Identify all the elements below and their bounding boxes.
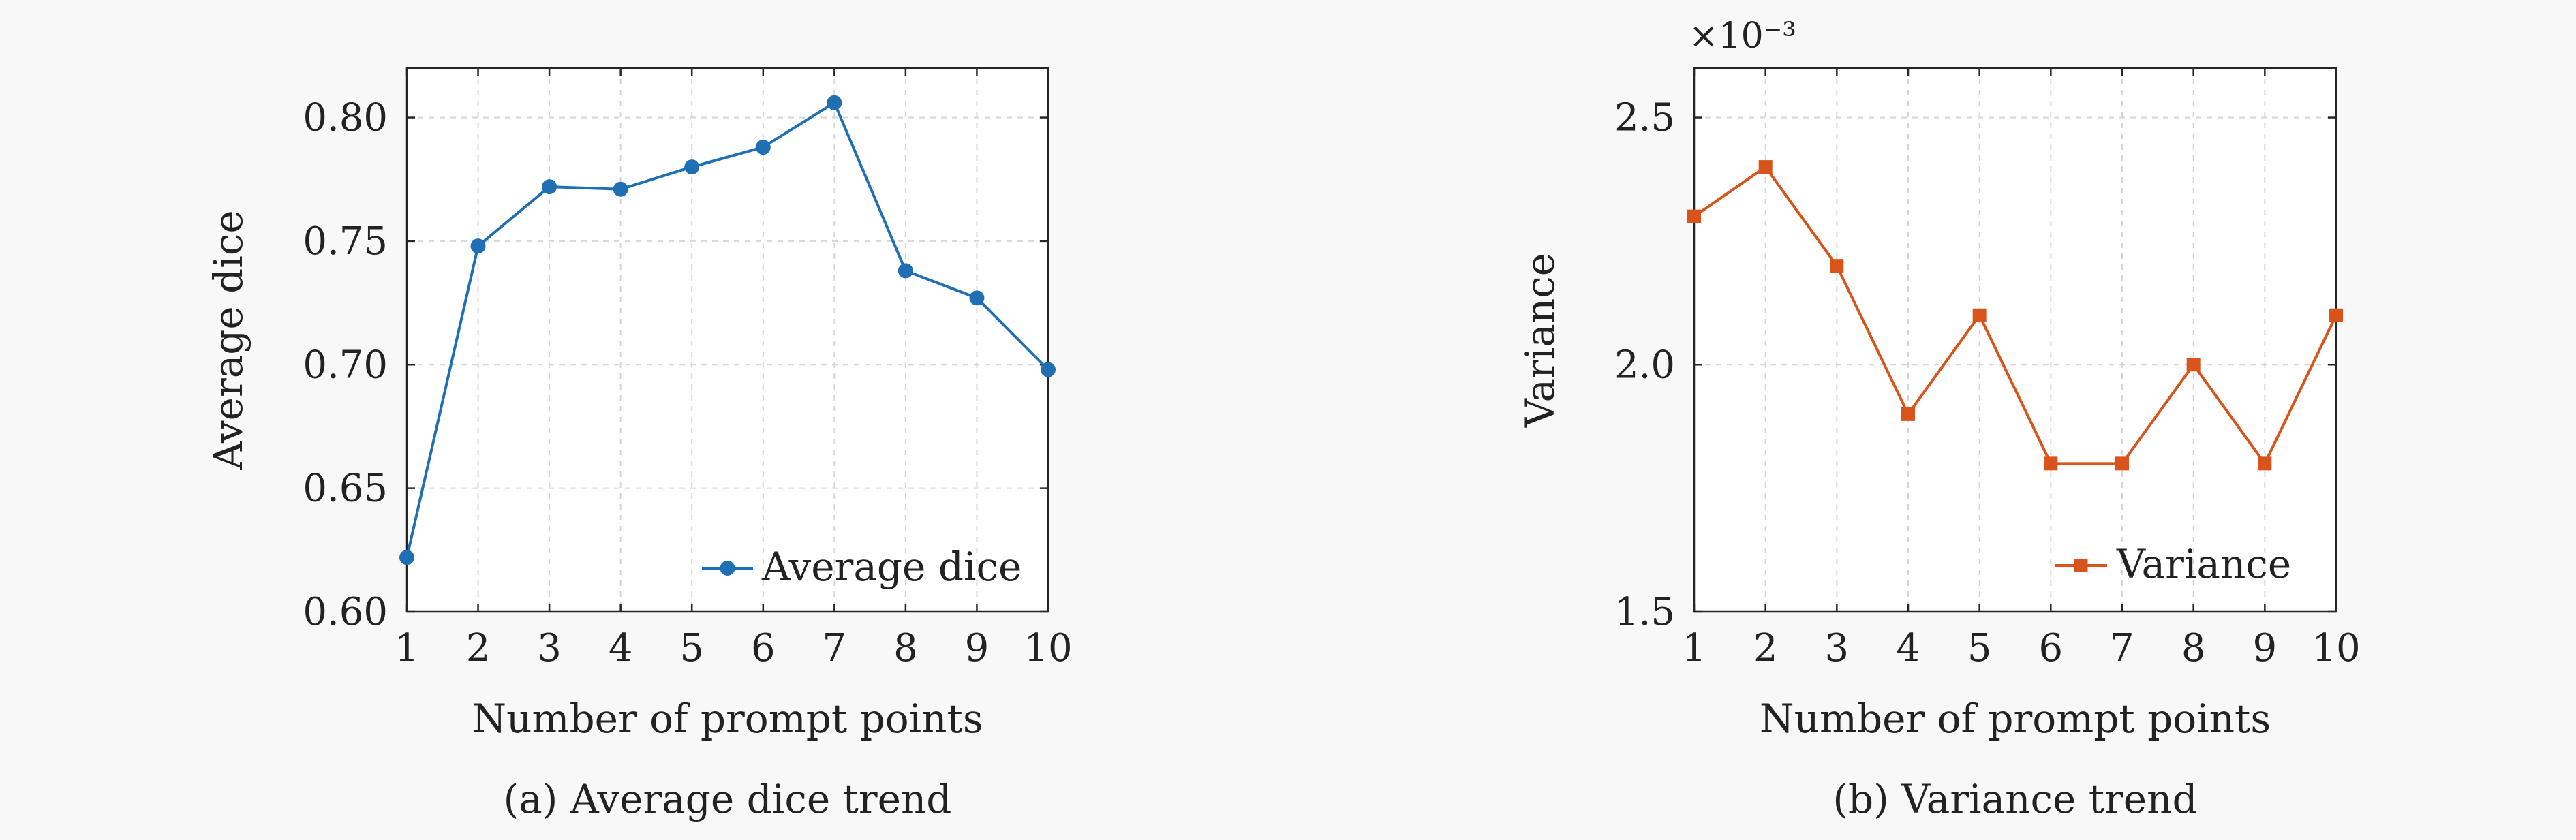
chart-b-x-tick-label: 1 bbox=[1682, 626, 1706, 670]
chart-b-x-tick-label: 10 bbox=[2312, 626, 2360, 670]
chart-b-x-tick-label: 8 bbox=[2181, 626, 2206, 670]
chart-b-data-point bbox=[2115, 456, 2129, 471]
chart-a-data-point bbox=[399, 550, 414, 565]
chart-a-data-point bbox=[613, 181, 628, 197]
chart-a-data-point bbox=[470, 238, 486, 254]
chart-a-x-tick-label: 4 bbox=[609, 626, 633, 670]
chart-b-data-point bbox=[2044, 456, 2058, 471]
chart-a-x-tick-label: 3 bbox=[537, 626, 562, 670]
chart-a-data-point bbox=[898, 263, 913, 279]
chart-b-legend-label: Variance bbox=[2116, 541, 2291, 587]
chart-b-y-tick-label: 2.0 bbox=[1614, 343, 1675, 387]
chart-a-y-tick-label: 0.80 bbox=[303, 96, 388, 140]
chart-a-data-point bbox=[1041, 362, 1056, 377]
chart-a-axes-frame bbox=[405, 67, 1049, 613]
chart-b-x-axis-label: Number of prompt points bbox=[1760, 696, 2271, 742]
chart-b-data-point bbox=[2329, 308, 2343, 322]
chart-b-data-point bbox=[1758, 160, 1773, 174]
chart-b-y-tick-label: 1.5 bbox=[1614, 590, 1675, 634]
chart-b-axes-frame bbox=[1693, 67, 2337, 613]
chart-b-x-tick-label: 7 bbox=[2110, 626, 2134, 670]
chart-a-x-axis-label: Number of prompt points bbox=[472, 696, 983, 742]
chart-a-x-tick-label: 8 bbox=[893, 626, 918, 670]
chart-b-data-point bbox=[2258, 456, 2272, 471]
chart-b-y-tick-label: 2.5 bbox=[1614, 96, 1675, 140]
chart-a-x-tick-label: 10 bbox=[1024, 626, 1072, 670]
chart-b-data-point bbox=[2186, 358, 2201, 372]
chart-b-x-tick-label: 3 bbox=[1825, 626, 1850, 670]
chart-b-x-tick-label: 6 bbox=[2039, 626, 2064, 670]
chart-a-x-tick-label: 9 bbox=[965, 626, 990, 670]
chart-a-data-point bbox=[542, 179, 557, 195]
chart-a-x-tick-label: 2 bbox=[466, 626, 491, 670]
chart-b-data-point bbox=[1830, 259, 1844, 273]
chart-b-x-tick-label: 2 bbox=[1753, 626, 1778, 670]
chart-a-y-axis-label: Average dice bbox=[205, 210, 251, 470]
chart-a-y-tick-label: 0.70 bbox=[303, 343, 388, 387]
chart-a-x-tick-label: 6 bbox=[751, 626, 776, 670]
chart-b-x-tick-label: 5 bbox=[1967, 626, 1992, 670]
chart-b-y-axis-label: Variance bbox=[1517, 253, 1563, 428]
chart-a-series-line bbox=[405, 101, 1049, 558]
chart-a-x-tick-label: 1 bbox=[395, 626, 419, 670]
chart-a-y-tick-label: 0.60 bbox=[303, 590, 388, 634]
chart-b-data-point bbox=[1687, 209, 1701, 223]
chart-b-data-point bbox=[1901, 407, 1915, 421]
chart-a-legend-label: Average dice bbox=[761, 544, 1022, 590]
chart-b-legend-marker bbox=[2074, 559, 2088, 572]
chart-a-plot-area bbox=[407, 68, 1048, 612]
chart-b-caption: (b) Variance trend bbox=[1833, 776, 2197, 822]
chart-b-plot-area bbox=[1694, 68, 2336, 612]
chart-a-legend-marker bbox=[720, 561, 735, 576]
chart-b-x-tick-label: 4 bbox=[1896, 626, 1920, 670]
chart-a-data-point bbox=[684, 159, 700, 175]
chart-b-data-point bbox=[1972, 308, 1987, 322]
chart-a-y-tick-label: 0.75 bbox=[303, 219, 388, 264]
chart-a-y-tick-label: 0.65 bbox=[303, 467, 388, 511]
chart-b-series-line bbox=[1693, 166, 2337, 465]
chart-a-caption: (a) Average dice trend bbox=[504, 776, 952, 822]
chart-a-x-tick-label: 5 bbox=[679, 626, 704, 670]
chart-a-x-tick-label: 7 bbox=[823, 626, 847, 670]
chart-b-x-tick-label: 9 bbox=[2253, 626, 2278, 670]
chart-a-data-point bbox=[755, 140, 771, 155]
chart-a-data-point bbox=[969, 290, 985, 306]
chart-b-y-multiplier: ×10⁻³ bbox=[1689, 16, 1796, 57]
chart-a-data-point bbox=[827, 95, 842, 110]
